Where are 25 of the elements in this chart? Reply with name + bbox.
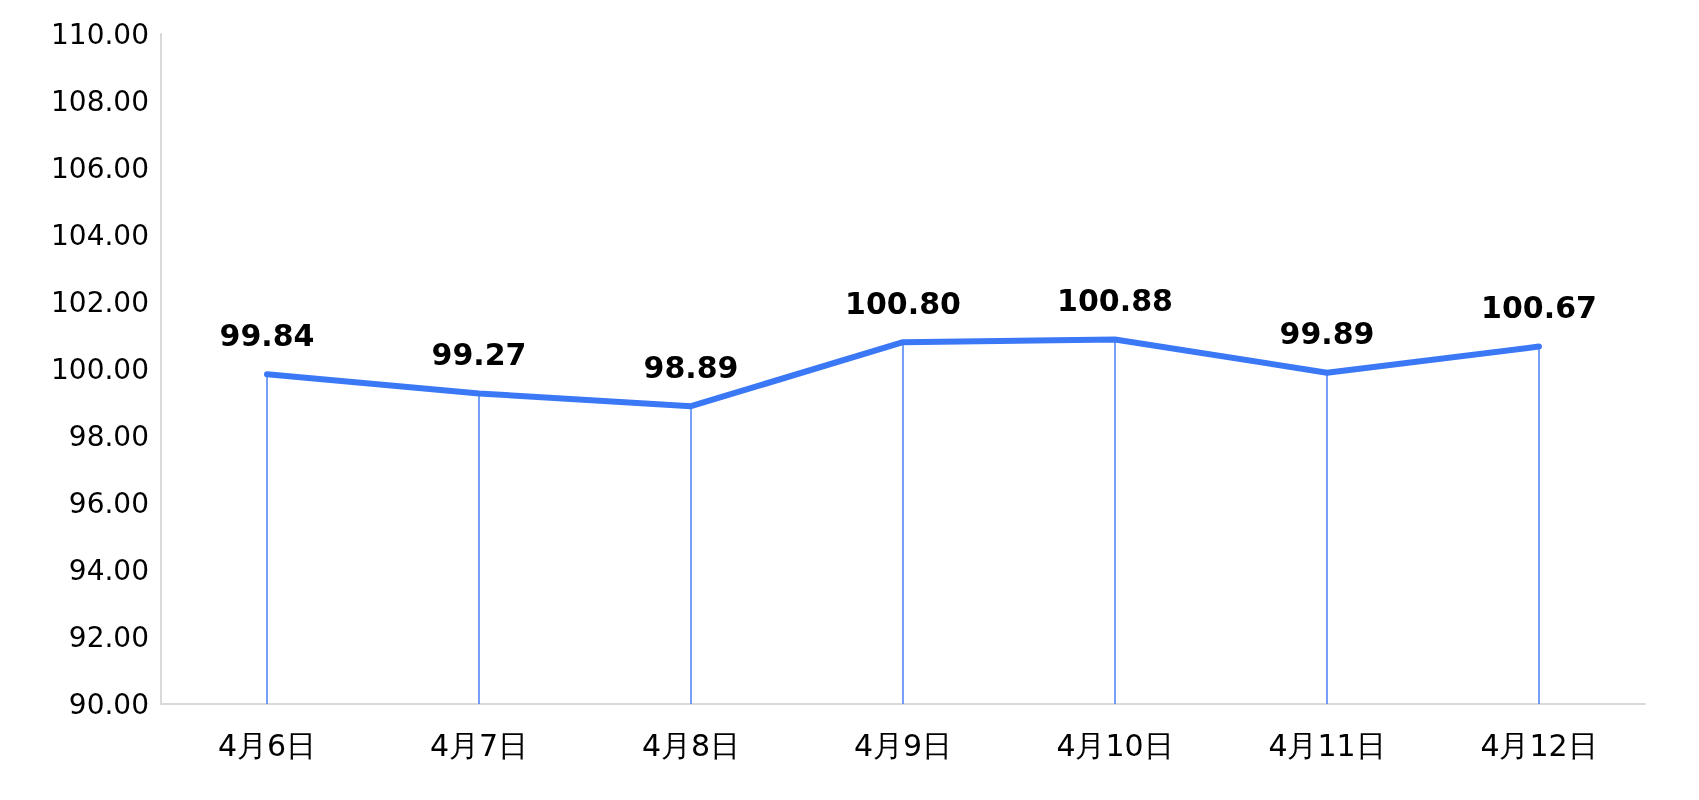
y-tick-label: 94.00	[68, 553, 149, 587]
y-tick-label: 92.00	[68, 620, 149, 654]
data-label: 100.80	[845, 285, 961, 321]
x-tick-label: 4月7日	[429, 727, 529, 763]
x-tick-label: 4月9日	[853, 727, 953, 763]
y-tick-label: 106.00	[51, 151, 149, 185]
data-label: 99.27	[431, 336, 527, 372]
x-tick-label: 4月10日	[1056, 727, 1174, 763]
x-tick-label: 4月12日	[1480, 727, 1598, 763]
data-label: 98.89	[643, 349, 739, 385]
y-tick-label: 96.00	[68, 486, 149, 520]
x-tick-label: 4月8日	[641, 727, 741, 763]
data-label: 99.84	[219, 317, 315, 353]
data-label: 99.89	[1279, 316, 1375, 352]
y-tick-label: 110.00	[51, 17, 149, 51]
x-tick-label: 4月11日	[1268, 727, 1386, 763]
y-tick-label: 104.00	[51, 218, 149, 252]
data-label: 100.67	[1481, 290, 1597, 326]
y-tick-label: 108.00	[51, 84, 149, 118]
y-tick-label: 98.00	[68, 419, 149, 453]
y-tick-label: 102.00	[51, 285, 149, 319]
x-tick-label: 4月6日	[217, 727, 317, 763]
data-label: 100.88	[1057, 283, 1173, 319]
y-tick-label: 100.00	[51, 352, 149, 386]
y-tick-label: 90.00	[68, 687, 149, 721]
